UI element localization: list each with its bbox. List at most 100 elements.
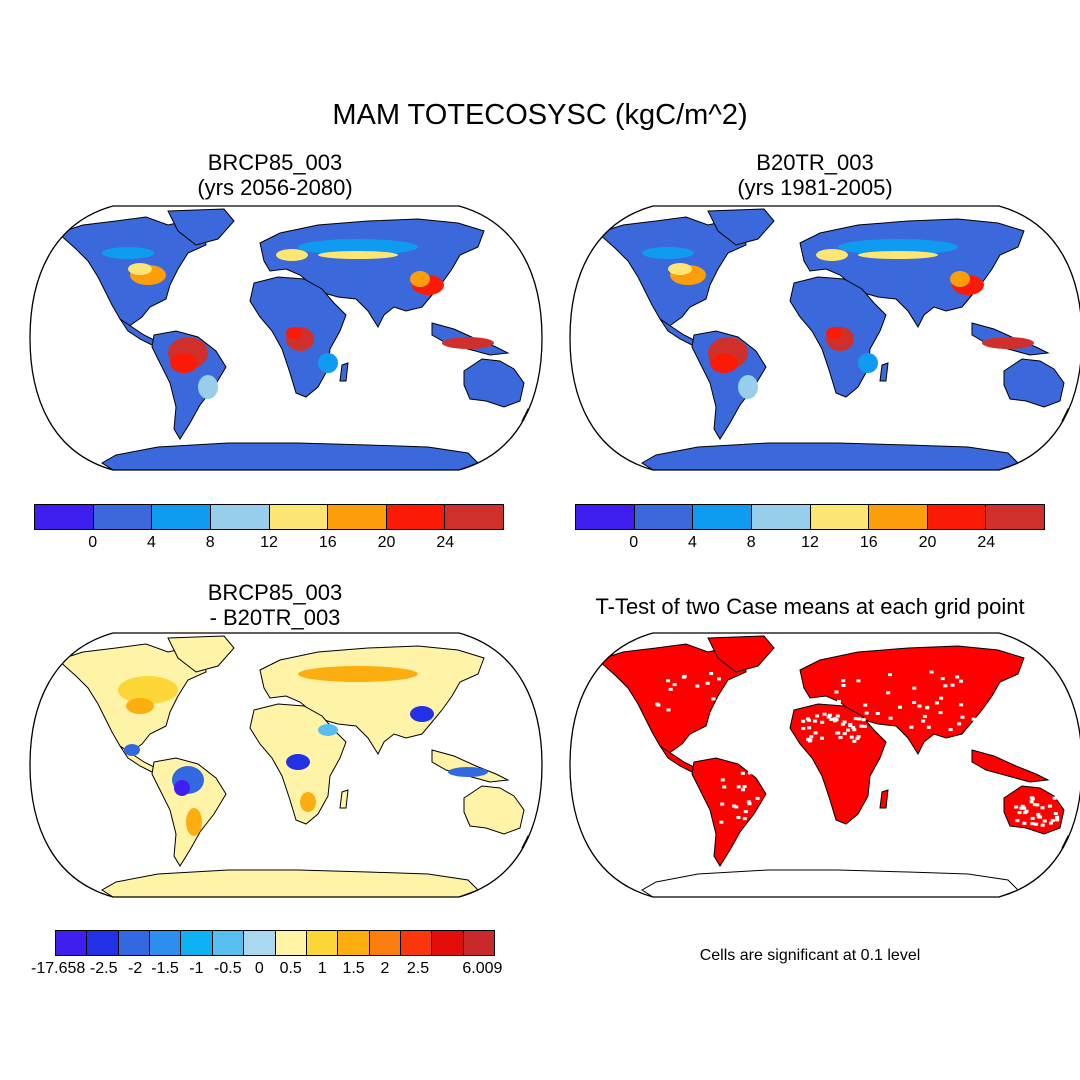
nonsignificant-cell: [1047, 804, 1052, 808]
nonsignificant-cell: [734, 805, 739, 809]
map-field-patch: [170, 353, 198, 373]
colorbar-tick-label: 20: [377, 534, 396, 551]
nonsignificant-cell: [971, 717, 976, 721]
nonsignificant-cell: [835, 714, 840, 718]
colorbar-swatch: [462, 931, 495, 955]
nonsignificant-cell: [852, 728, 857, 732]
land-madagascar: [879, 362, 889, 382]
field-boreal: [298, 239, 418, 255]
nonsignificant-cell: [1022, 806, 1027, 810]
nonsignificant-cell: [1022, 821, 1027, 825]
nonsignificant-cell: [755, 796, 760, 800]
nonsignificant-cell: [888, 673, 892, 677]
colorbar-swatch: [399, 931, 432, 955]
nonsignificant-cell: [1053, 812, 1058, 815]
colorbar-swatch: [809, 505, 869, 529]
nonsignificant-cell: [721, 702, 726, 706]
field-europe: [816, 249, 848, 261]
colorbar-tick-label: 12: [801, 534, 819, 551]
nonsignificant-cell: [875, 712, 880, 715]
nonsignificant-cell: [756, 772, 761, 776]
colorbar-swatch: [117, 931, 150, 955]
map-field-patch: [318, 251, 398, 259]
nonsignificant-cell: [1042, 819, 1047, 823]
field-europe: [276, 249, 308, 261]
colorbar-swatch: [327, 505, 386, 529]
colorbar-swatch: [368, 931, 400, 955]
colorbar-tick-label: -2.5: [89, 960, 118, 977]
nonsignificant-cell: [815, 714, 820, 718]
nonsignificant-cell: [833, 719, 837, 723]
colorbar-swatch: [243, 931, 275, 955]
land-greenland: [707, 635, 775, 673]
colorbar-swatch: [868, 505, 927, 529]
nonsignificant-cell: [886, 728, 891, 732]
map-field-patch: [488, 371, 508, 383]
nonsignificant-cell: [948, 728, 953, 732]
nonsignificant-cell: [842, 732, 847, 736]
map-frame: [569, 632, 1080, 898]
colorbar-swatch: [750, 505, 810, 529]
colorbar-tick-label: 16: [859, 534, 878, 551]
colorbar-swatch: [305, 931, 338, 955]
nonsignificant-cell: [1055, 818, 1060, 822]
land-madagascar: [339, 362, 349, 382]
colorbar-tick-label: 4: [688, 534, 697, 551]
colorbar-swatch: [35, 505, 93, 529]
nonsignificant-cell: [719, 820, 724, 824]
land-madagascar: [879, 789, 889, 809]
colorbar-swatch: [926, 505, 986, 529]
nonsignificant-cell: [736, 785, 741, 789]
map-frame: [569, 205, 1080, 471]
colorbar-tick-label: 24: [977, 534, 996, 551]
colorbar-tick-label: 4: [147, 534, 156, 551]
panel-title-line1: BRCP85_003: [207, 580, 343, 605]
colorbar-tick-label: 16: [318, 534, 337, 551]
colorbar-abs-left: [34, 504, 504, 530]
field-congo-decrease: [286, 754, 310, 770]
nonsignificant-cell: [921, 719, 926, 723]
nonsignificant-cell: [888, 716, 893, 720]
map-field-patch: [1028, 371, 1048, 383]
colorbar-tick-label: 2: [380, 960, 390, 977]
colorbar-swatch: [86, 931, 118, 955]
map-field-patch: [668, 263, 692, 275]
colorbar-swatch: [149, 931, 181, 955]
nonsignificant-cell: [841, 679, 846, 683]
land-greenland: [167, 208, 235, 246]
colorbar-swatch: [633, 505, 693, 529]
land-australia: [463, 358, 525, 408]
nonsignificant-cell: [705, 681, 710, 685]
colorbar-diff: [55, 930, 495, 956]
nonsignificant-cell: [806, 737, 811, 741]
nonsignificant-cell: [925, 706, 930, 710]
colorbar-swatch: [180, 931, 212, 955]
nonsignificant-cell: [836, 731, 841, 735]
nonsignificant-cell: [841, 684, 846, 687]
panel-title-line2: (yrs 2056-2080): [197, 175, 353, 200]
map-field-patch: [286, 327, 302, 339]
map-field-patch: [318, 353, 338, 373]
land-greenland: [707, 208, 775, 246]
nonsignificant-cell: [1023, 811, 1028, 815]
nonsignificant-cell: [820, 720, 825, 724]
land-antarctica: [641, 442, 1019, 470]
significance-note: Cells are significant at 0.1 level: [699, 947, 921, 964]
nonsignificant-cell: [720, 802, 725, 806]
nonsignificant-cell: [720, 778, 725, 782]
nonsignificant-cell: [955, 675, 960, 679]
colorbar-tick-label: 0.5: [279, 960, 302, 977]
nonsignificant-cell: [849, 735, 854, 739]
nonsignificant-cell: [909, 725, 914, 729]
nonsignificant-cell: [709, 672, 714, 675]
colorbar-tick-label: 0: [88, 534, 98, 551]
nonsignificant-cell: [695, 684, 700, 688]
colorbar-tick-label: 2.5: [406, 960, 430, 977]
land-antarctica: [101, 869, 479, 897]
nonsignificant-cell: [886, 691, 891, 695]
nonsignificant-cell: [929, 670, 934, 674]
colorbar-tick-label: 1: [317, 960, 327, 977]
nonsignificant-cell: [1015, 819, 1020, 823]
nonsignificant-cell: [747, 824, 752, 828]
nonsignificant-cell: [879, 728, 884, 732]
